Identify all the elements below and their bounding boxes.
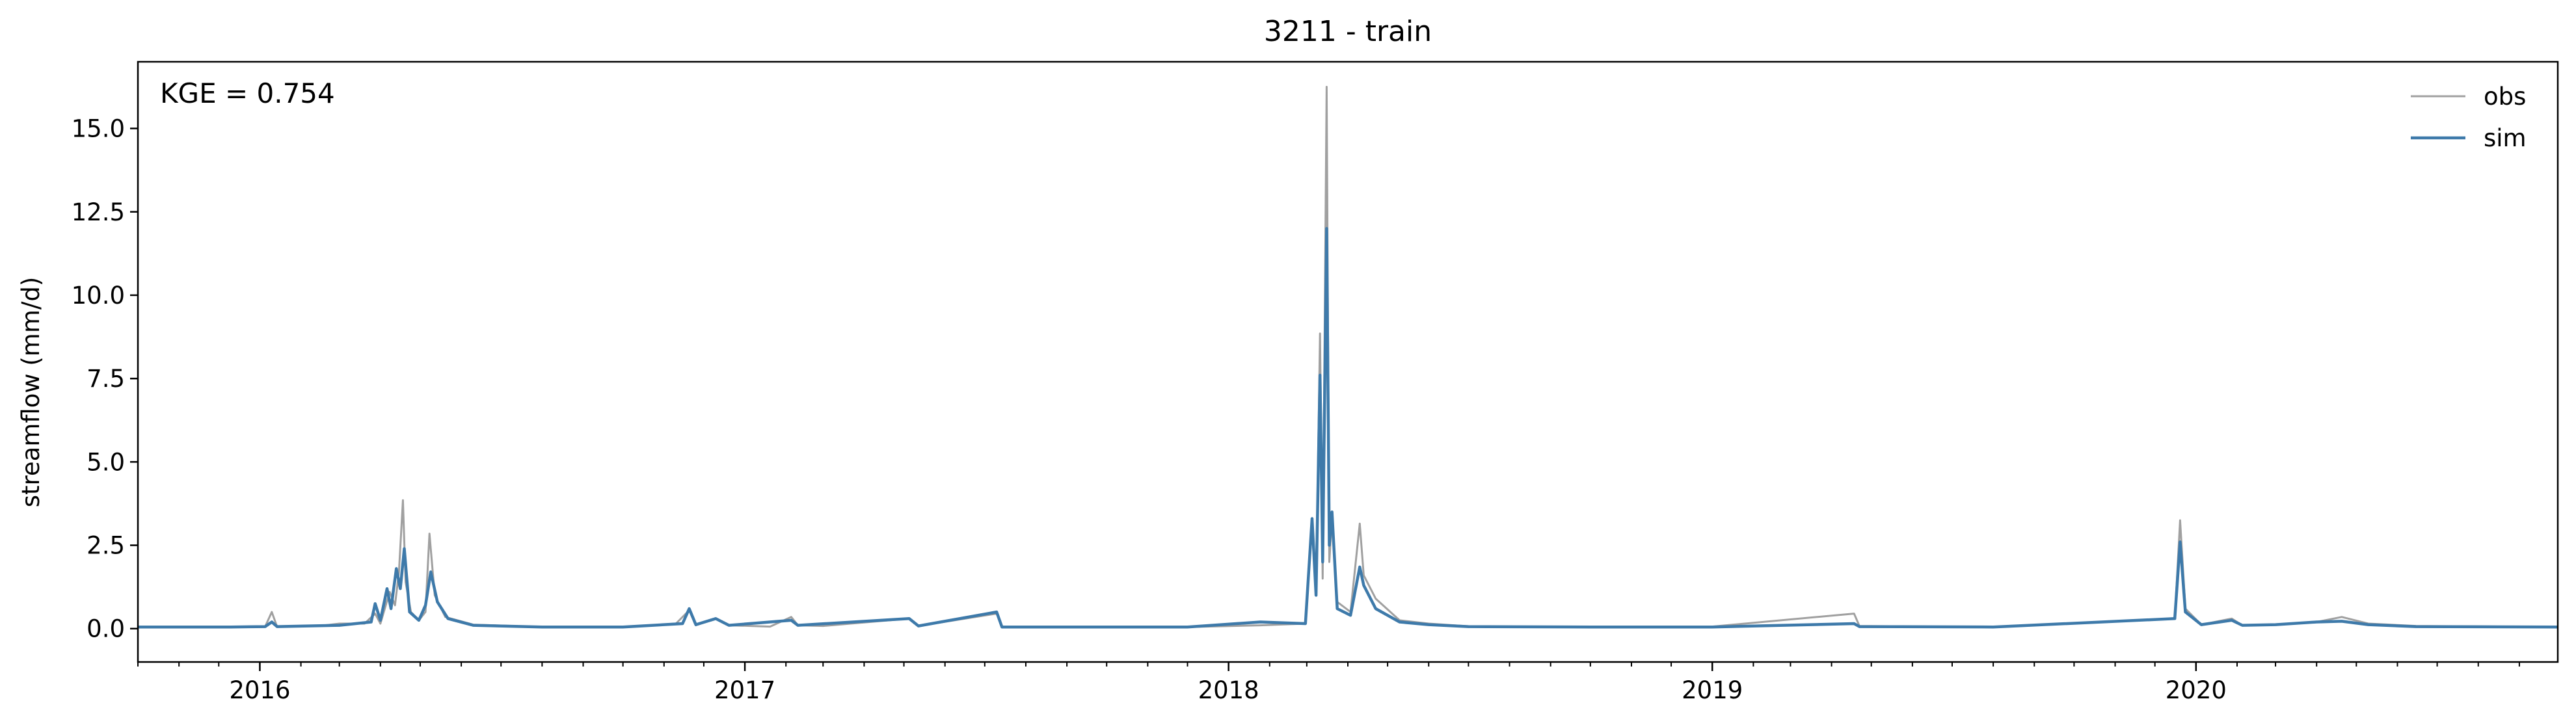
series-line-sim (138, 227, 2558, 629)
x-tick-label: 2017 (714, 676, 775, 704)
plot-area: 0.0 2.5 5.0 7.5 10.0 12.5 15.0 2016 2017 2018 2019… (72, 60, 2559, 704)
y-tick-label: 5.0 (87, 448, 125, 476)
y-tick-label: 2.5 (87, 532, 125, 560)
y-tick-label: 15.0 (72, 115, 125, 143)
legend: obs sim (2411, 83, 2527, 152)
y-tick-label: 0.0 (87, 615, 125, 643)
legend-label-obs: obs (2484, 83, 2526, 111)
legend-label-sim: sim (2484, 124, 2527, 152)
y-tick-label: 10.0 (72, 282, 125, 310)
chart-title: 3211 - train (1264, 15, 1432, 48)
y-tick-label: 12.5 (72, 198, 125, 226)
x-tick-label: 2019 (1682, 676, 1743, 704)
y-tick-label: 7.5 (87, 365, 125, 393)
x-tick-label: 2016 (229, 676, 290, 704)
x-tick-label: 2020 (2166, 676, 2227, 704)
y-axis-label: streamflow (mm/d) (17, 277, 45, 508)
kge-annotation: KGE = 0.754 (160, 77, 335, 109)
x-tick-label: 2018 (1198, 676, 1259, 704)
